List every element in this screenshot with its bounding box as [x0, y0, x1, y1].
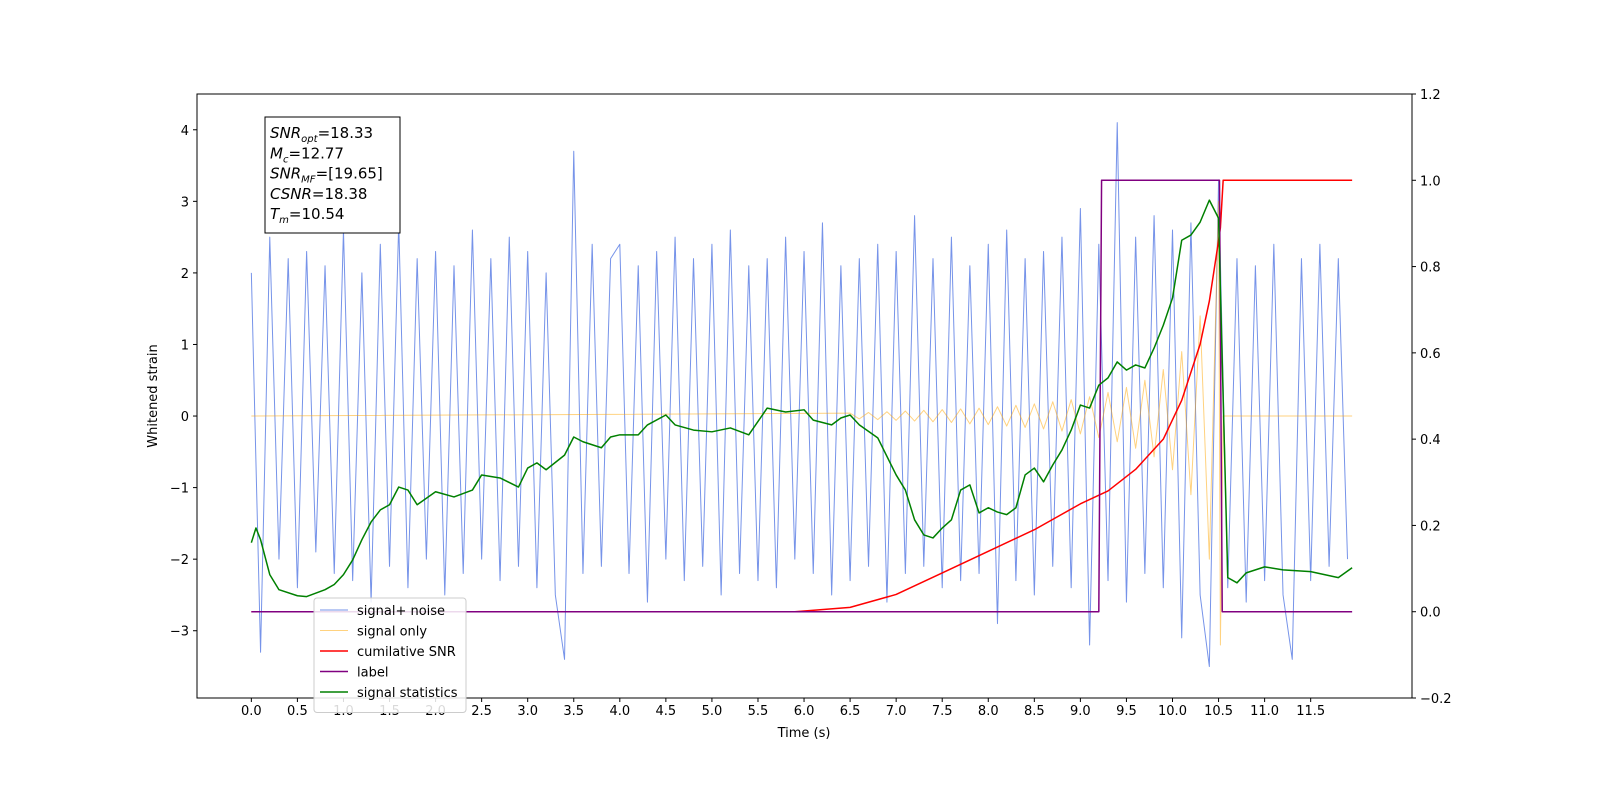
- x-tick-label: 11.0: [1250, 704, 1279, 719]
- x-tick-label: 10.0: [1158, 704, 1187, 719]
- annotation-symbol: CSNR: [270, 185, 312, 203]
- annotation-line: SNRMF=[19.65]: [270, 165, 383, 186]
- x-tick-label: 3.0: [517, 704, 538, 719]
- y2-tick-label: 1.2: [1420, 88, 1441, 103]
- y2-tick-label: 1.0: [1420, 174, 1441, 189]
- y2-tick-label: 0.6: [1420, 347, 1441, 362]
- y2-tick-label: 0.2: [1420, 519, 1441, 534]
- x-axis-label: Time (s): [777, 726, 831, 741]
- annotation-line: Tm=10.54: [270, 205, 344, 226]
- annotation-value: =[19.65]: [316, 165, 383, 183]
- y2-tick-label: 0.4: [1420, 433, 1441, 448]
- plot-area: [250, 122, 1353, 668]
- x-tick-label: 9.5: [1116, 704, 1137, 719]
- y2-tick-label: 0.8: [1420, 261, 1441, 276]
- annotation-subscript: c: [283, 154, 289, 165]
- legend-label: cumilative SNR: [357, 645, 456, 660]
- x-tick-label: 7.5: [932, 704, 953, 719]
- annotation-value: =10.54: [289, 205, 345, 223]
- x-tick-label: 3.5: [563, 704, 584, 719]
- x-tick-label: 11.5: [1296, 704, 1325, 719]
- annotation-symbol: SNR: [270, 165, 301, 183]
- legend-label: signal only: [357, 625, 427, 640]
- annotation-value: =12.77: [288, 144, 344, 162]
- x-tick-label: 6.0: [794, 704, 815, 719]
- series-line: [250, 199, 1353, 598]
- legend: signal+ noise signal only cumilative SNR la…: [313, 597, 467, 713]
- annotation-line: CSNR=18.38: [270, 185, 367, 203]
- y-tick-label: 3: [181, 195, 189, 210]
- annotation-line: SNRopt=18.33: [270, 124, 373, 145]
- annotation-box: SNRopt=18.33Mc=12.77SNRMF=[19.65]CSNR=18…: [264, 116, 401, 234]
- x-tick-label: 5.0: [702, 704, 723, 719]
- y-tick-label: −3: [170, 625, 189, 640]
- x-tick-label: 8.5: [1024, 704, 1045, 719]
- legend-frame: [313, 597, 467, 713]
- y2-tick-label: 0.0: [1420, 606, 1441, 621]
- annotation-subscript: m: [279, 215, 289, 226]
- legend-label: signal statistics: [357, 686, 458, 701]
- y-tick-label: 4: [181, 124, 189, 139]
- x-tick-label: 4.0: [609, 704, 630, 719]
- annotation-symbol: T: [270, 205, 281, 223]
- x-tick-label: 7.0: [886, 704, 907, 719]
- annotation-subscript: opt: [301, 134, 318, 145]
- x-tick-label: 0.0: [241, 704, 262, 719]
- y-tick-label: −1: [170, 482, 189, 497]
- x-tick-label: 9.0: [1070, 704, 1091, 719]
- x-tick-label: 0.5: [287, 704, 308, 719]
- y-axis-label: Whitened strain: [146, 344, 161, 447]
- series-line: [251, 200, 1353, 646]
- annotation-value: =18.38: [312, 185, 368, 203]
- y-tick-label: 1: [181, 338, 189, 353]
- series-line: [250, 122, 1349, 668]
- y2-tick-label: −0.2: [1420, 692, 1452, 707]
- annotation-symbol: SNR: [270, 124, 301, 142]
- y-tick-label: −2: [170, 553, 189, 568]
- x-tick-label: 5.5: [748, 704, 769, 719]
- legend-label: signal+ noise: [357, 604, 445, 619]
- x-tick-label: 6.5: [840, 704, 861, 719]
- annotation-subscript: MF: [301, 175, 316, 186]
- y-tick-label: 2: [181, 267, 189, 282]
- x-tick-label: 10.5: [1204, 704, 1233, 719]
- annotation-value: =18.33: [318, 124, 374, 142]
- x-tick-label: 2.5: [471, 704, 492, 719]
- series-line: [251, 179, 1353, 613]
- annotation-line: Mc=12.77: [270, 144, 344, 165]
- legend-label: label: [357, 666, 388, 681]
- x-tick-label: 4.5: [656, 704, 677, 719]
- annotation-frame: [264, 116, 401, 234]
- x-tick-label: 8.0: [978, 704, 999, 719]
- y-tick-label: 0: [181, 410, 189, 425]
- annotation-symbol: M: [270, 144, 283, 162]
